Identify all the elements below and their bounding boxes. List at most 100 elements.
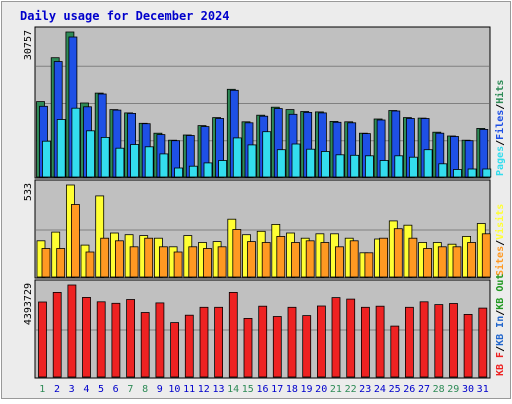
bar-pages-day-18: [291, 143, 301, 178]
bar-kb-f-day-18: [287, 306, 297, 378]
panel-usage-max-label: 30757: [23, 30, 34, 60]
bar-kb-f-day-26: [404, 306, 414, 378]
bar-pages-day-12: [203, 162, 213, 178]
bar-sites-day-1: [41, 248, 51, 278]
bar-sites-day-27: [423, 248, 433, 278]
x-tick-label-day-13: 13: [212, 384, 224, 395]
bar-sites-day-3: [71, 204, 80, 278]
x-tick-label-day-26: 26: [403, 384, 415, 395]
bar-kb-f-day-12: [199, 306, 209, 378]
legend-kb-f: KB F: [495, 352, 506, 376]
bar-sites-day-22: [349, 240, 359, 278]
bar-kb-f-day-22: [346, 298, 356, 378]
bar-pages-day-6: [115, 147, 125, 178]
x-tick-label-day-18: 18: [286, 384, 298, 395]
bar-sites-day-21: [335, 246, 344, 278]
x-tick-label-day-29: 29: [447, 384, 459, 395]
bar-kb-f-day-5: [96, 301, 106, 378]
x-tick-label-day-14: 14: [227, 384, 239, 395]
legend-kb-in: KB In: [495, 316, 506, 346]
x-tick-label-day-7: 7: [127, 384, 133, 395]
bar-kb-f-day-7: [126, 299, 135, 378]
bar-kb-f-day-17: [272, 316, 282, 378]
legend-separator: /: [495, 140, 506, 146]
bar-kb-f-day-20: [316, 305, 326, 378]
bar-sites-day-10: [173, 251, 183, 278]
bar-kb-f-day-6: [111, 302, 121, 378]
bar-kb-f-day-27: [419, 301, 429, 378]
x-tick-label-day-8: 8: [142, 384, 148, 395]
bar-sites-day-7: [129, 246, 139, 278]
panel-usage-legend: Pages/Files/Hits: [494, 80, 506, 176]
bar-sites-day-5: [100, 237, 110, 278]
x-tick-label-day-6: 6: [113, 384, 119, 395]
x-tick-label-day-25: 25: [389, 384, 401, 395]
legend-files: Files: [494, 110, 506, 140]
bar-sites-day-14: [232, 229, 242, 278]
bar-kb-f-day-23: [360, 306, 370, 378]
x-tick-label-day-15: 15: [242, 384, 254, 395]
bar-sites-day-25: [393, 228, 403, 278]
bar-sites-day-23: [364, 252, 374, 278]
panel-kbytes-max-label: 4393729: [23, 283, 34, 325]
bar-kb-f-day-25: [390, 325, 400, 378]
bar-pages-day-30: [467, 168, 477, 178]
bar-pages-day-15: [247, 144, 257, 178]
bar-pages-day-17: [276, 149, 286, 178]
bar-sites-day-6: [115, 240, 124, 278]
bar-pages-day-31: [482, 168, 492, 178]
bar-pages-day-23: [364, 155, 374, 178]
legend-separator: /: [495, 346, 506, 352]
bar-sites-day-31: [481, 233, 491, 278]
bar-kb-f-day-10: [170, 322, 180, 378]
chart-title: Daily usage for December 2024: [20, 9, 230, 23]
x-tick-label-day-22: 22: [345, 384, 357, 395]
bar-pages-day-1: [42, 140, 51, 178]
bar-pages-day-14: [232, 137, 242, 178]
x-tick-label-day-1: 1: [39, 384, 45, 395]
bar-sites-day-11: [188, 246, 198, 278]
bar-kb-f-day-28: [434, 304, 444, 378]
x-tick-label-day-2: 2: [54, 384, 60, 395]
bar-sites-day-13: [217, 246, 227, 278]
bar-pages-day-11: [188, 165, 198, 178]
bar-pages-day-5: [100, 136, 110, 178]
bar-pages-day-22: [350, 154, 360, 178]
bar-kb-f-day-24: [375, 305, 385, 378]
bar-sites-day-16: [261, 242, 271, 278]
bar-kb-f-day-19: [302, 315, 312, 378]
bar-sites-day-19: [305, 240, 315, 278]
bar-pages-day-29: [453, 169, 462, 178]
bar-kb-f-day-8: [140, 312, 150, 378]
legend-sites: Sites: [494, 246, 506, 276]
x-tick-label-day-16: 16: [256, 384, 268, 395]
panel-visits-max-label: 533: [23, 183, 34, 201]
bar-visits-day-5: [95, 195, 105, 278]
bar-sites-day-4: [85, 251, 95, 278]
bar-kb-f-day-14: [228, 291, 238, 378]
bar-sites-day-24: [379, 237, 389, 278]
bar-sites-day-8: [144, 237, 154, 278]
bar-kb-f-day-2: [52, 291, 62, 378]
x-tick-label-day-12: 12: [198, 384, 210, 395]
bar-pages-day-28: [438, 163, 448, 178]
x-tick-label-day-28: 28: [433, 384, 445, 395]
bar-sites-day-18: [291, 242, 300, 278]
bar-kb-f-day-29: [449, 303, 458, 378]
x-tick-label-day-17: 17: [271, 384, 283, 395]
panel-kbytes-legend: KB F/KB In/KB Out: [495, 274, 506, 376]
bar-sites-day-17: [276, 235, 286, 278]
bar-sites-day-26: [408, 237, 418, 278]
bar-pages-day-2: [56, 119, 66, 178]
bar-sites-day-28: [437, 246, 447, 278]
bar-kb-f-day-3: [67, 284, 77, 378]
legend-separator: /: [495, 240, 506, 246]
x-tick-label-day-5: 5: [98, 384, 104, 395]
bar-pages-day-4: [86, 130, 95, 178]
x-tick-label-day-27: 27: [418, 384, 430, 395]
legend-kb-out: KB Out: [495, 274, 506, 310]
x-tick-label-day-30: 30: [462, 384, 474, 395]
